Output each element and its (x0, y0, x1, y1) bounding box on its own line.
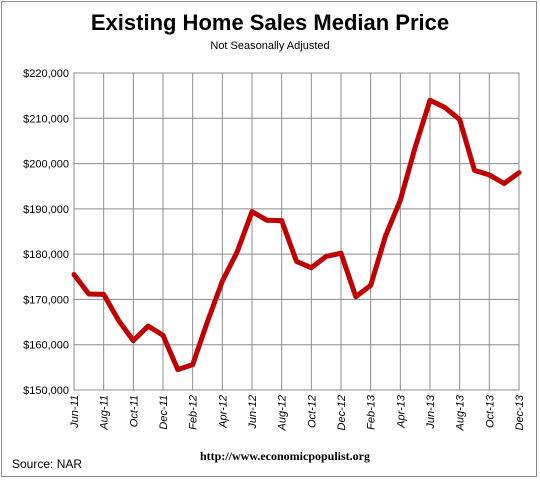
chart-title: Existing Home Sales Median Price (90, 10, 450, 35)
y-tick-label: $190,000 (23, 204, 69, 216)
x-tick-label: Oct-13 (484, 394, 496, 428)
x-tick-label: Apr-13 (395, 394, 407, 429)
x-tick-label: Oct-12 (306, 395, 318, 428)
x-tick-label: Jun-12 (247, 395, 259, 430)
x-tick-label: Oct-11 (128, 395, 140, 427)
source-url: http://www.economicpopulist.org (200, 449, 371, 463)
chart-subtitle: Not Seasonally Adjusted (210, 40, 330, 52)
source-note: Source: NAR (12, 457, 83, 471)
x-tick-label: Apr-12 (217, 395, 229, 429)
y-axis-ticks: $150,000 $160,000 $170,000 $180,000 $190,000… (23, 68, 69, 397)
x-axis-ticks: Jun-11 Aug-11 Oct-11 Dec-11 Feb-12 Apr-12 Jun-… (69, 394, 526, 431)
median-price-line (71, 97, 522, 373)
y-tick-label: $170,000 (23, 294, 69, 306)
x-tick-label: Dec-13 (514, 394, 526, 430)
x-tick-label: Feb-13 (366, 394, 378, 430)
y-tick-label: $210,000 (23, 113, 69, 125)
x-tick-label: Feb-12 (188, 395, 200, 430)
y-tick-label: $220,000 (23, 68, 69, 80)
x-tick-label: Dec-11 (158, 395, 170, 430)
x-tick-label: Aug-13 (455, 394, 467, 431)
x-tick-label: Jun-11 (69, 395, 81, 429)
y-tick-label: $180,000 (23, 249, 69, 261)
y-tick-label: $160,000 (23, 340, 69, 352)
x-tick-label: Jun-13 (425, 394, 437, 430)
y-tick-label: $200,000 (23, 159, 69, 171)
y-tick-label: $150,000 (23, 385, 69, 397)
x-tick-label: Dec-12 (336, 395, 348, 430)
plot-area (73, 72, 520, 391)
x-tick-label: Aug-12 (277, 395, 289, 431)
x-tick-label: Aug-11 (99, 395, 111, 431)
